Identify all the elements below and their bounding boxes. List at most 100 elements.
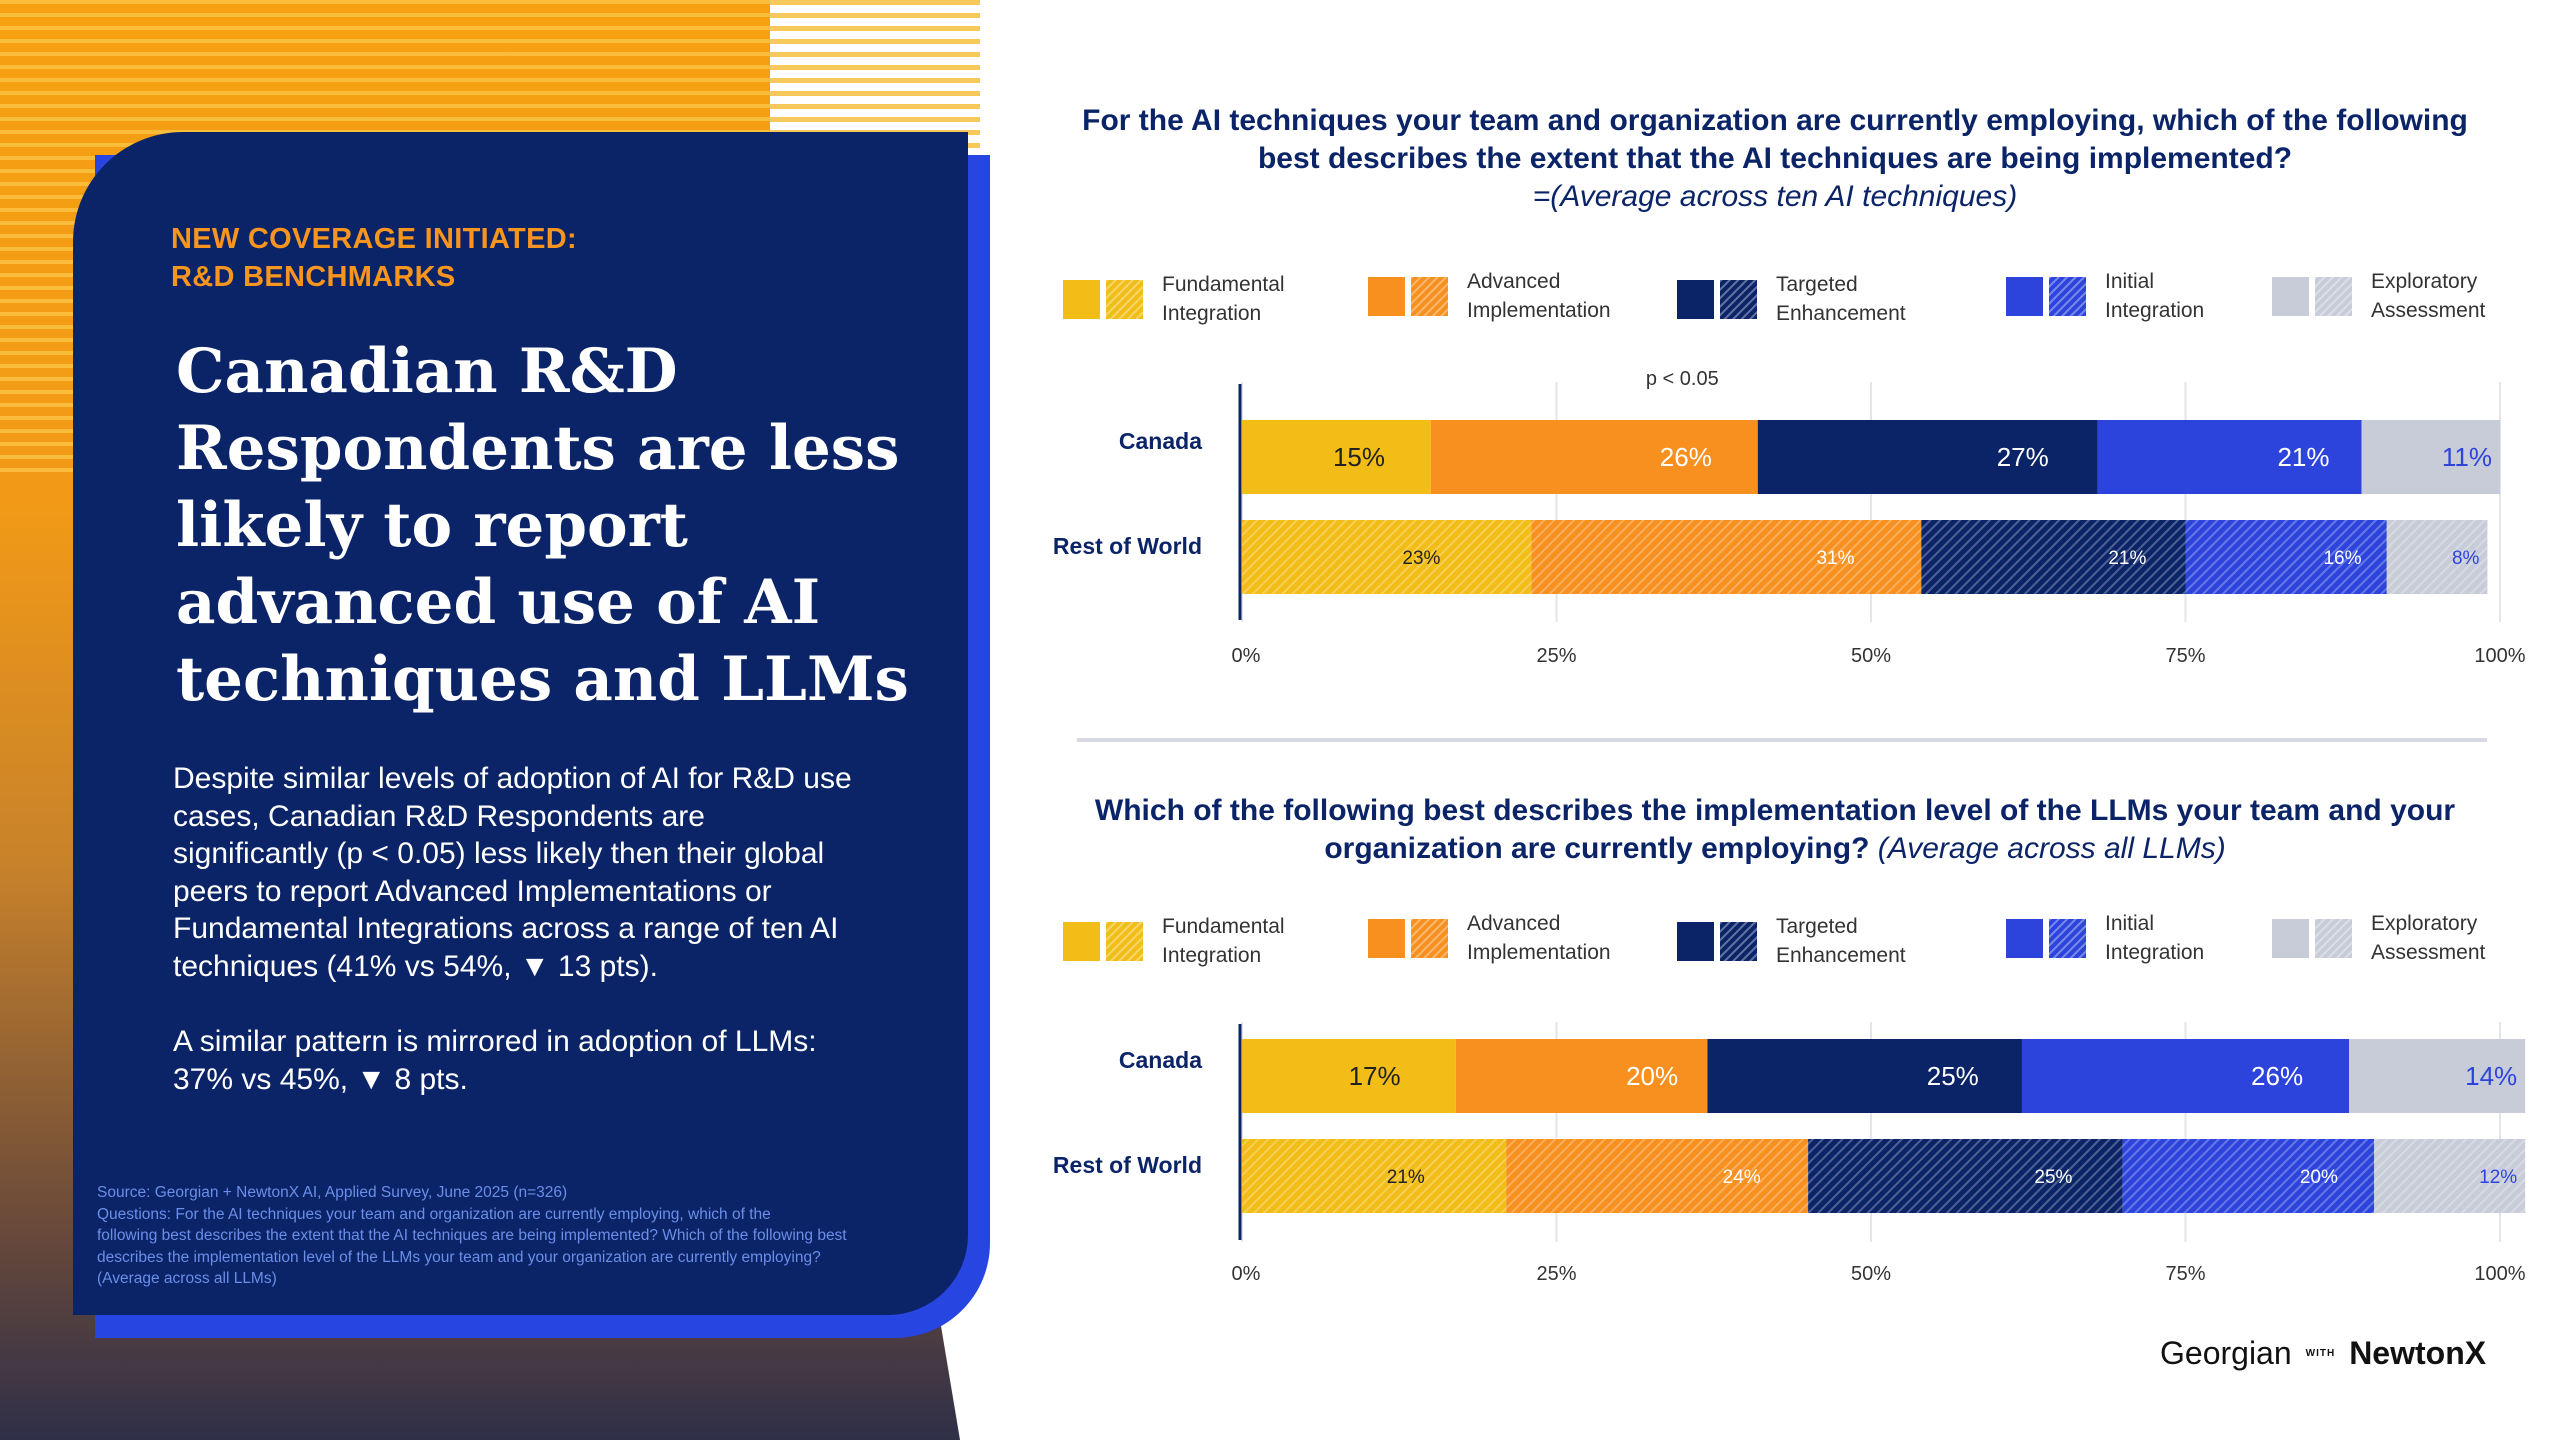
headline-line: Canadian R&D bbox=[176, 336, 678, 407]
data-label: 21% bbox=[2277, 442, 2329, 472]
data-label: 11% bbox=[2442, 442, 2492, 472]
kicker-line: NEW COVERAGE INITIATED: bbox=[171, 223, 577, 255]
bar-segment bbox=[1242, 1039, 1456, 1113]
legend-label: Assessment bbox=[2371, 941, 2486, 964]
with-label: WITH bbox=[2305, 1348, 2336, 1359]
legend-swatch-hatched bbox=[2049, 918, 2086, 958]
paragraph-line: cases, Canadian R&D Respondents are bbox=[173, 799, 705, 833]
legend-swatch bbox=[2272, 918, 2309, 958]
legend-label: Fundamental bbox=[1162, 273, 1285, 296]
chart-1-plot: 0% 25% 50% 75% 100% p < 0.05 Canada 15% 26% 27% 21… bbox=[1053, 368, 2526, 667]
chart-title-line: organization are currently employing? bbox=[1324, 832, 1870, 865]
legend-item-targeted: Targeted Enhancement bbox=[1677, 912, 1906, 970]
paragraph-line: significantly (p < 0.05) less likely the… bbox=[173, 837, 825, 870]
legend-swatch bbox=[1368, 276, 1405, 316]
category-label: Rest of World bbox=[1053, 1152, 1202, 1178]
decorative-stripes-top bbox=[770, 0, 980, 150]
source-line: (Average across all LLMs) bbox=[97, 1270, 277, 1287]
x-tick-label: 100% bbox=[2474, 645, 2525, 667]
headline: Canadian R&D Respondents are less likely… bbox=[176, 333, 936, 718]
paragraph-line: peers to report Advanced Implementations… bbox=[173, 874, 772, 908]
data-label: 21% bbox=[1387, 1167, 1425, 1188]
legend-swatch-hatched bbox=[1720, 921, 1757, 961]
bar-segment-hatch bbox=[2374, 1139, 2526, 1213]
legend-item-initial: Initial Integration bbox=[2006, 909, 2204, 967]
x-tick-label: 0% bbox=[1232, 645, 1261, 667]
legend-swatch bbox=[1063, 921, 1100, 961]
category-label: Rest of World bbox=[1053, 533, 1202, 559]
legend-swatch bbox=[1677, 921, 1714, 961]
category-label: Canada bbox=[1119, 428, 1202, 454]
legend-label: Enhancement bbox=[1776, 944, 1906, 967]
source-line: following best describes the extent that… bbox=[97, 1227, 847, 1244]
data-label: 15% bbox=[1333, 442, 1385, 472]
chart-title-line: For the AI techniques your team and orga… bbox=[1082, 104, 2468, 137]
legend-swatch-hatched bbox=[1411, 918, 1448, 958]
bar-segment bbox=[1707, 1039, 2022, 1113]
newtonx-logo: NewtonX bbox=[2349, 1335, 2487, 1371]
chart-title-line: Which of the following best describes th… bbox=[1094, 794, 2456, 827]
bar-segment-hatch bbox=[1808, 1139, 2123, 1213]
legend-swatch bbox=[2272, 276, 2309, 316]
legend-swatch bbox=[1677, 279, 1714, 319]
bar-segment bbox=[2021, 1039, 2350, 1113]
section-divider bbox=[1077, 738, 2487, 742]
legend-label: Integration bbox=[1162, 944, 1262, 967]
paragraph-line: 37% vs 45%, ▼ 8 pts. bbox=[173, 1062, 468, 1096]
bar-segment-hatch bbox=[1921, 520, 2186, 594]
headline-line: advanced use of AI bbox=[176, 567, 821, 638]
bar-segment-hatch bbox=[2386, 520, 2488, 594]
data-label: 12% bbox=[2479, 1167, 2517, 1188]
source-note: Source: Georgian + NewtonX AI, Applied S… bbox=[97, 1182, 962, 1290]
legend-item-advanced: Advanced Implementation bbox=[1368, 909, 1611, 967]
legend-swatch-hatched bbox=[1720, 279, 1757, 319]
kicker: NEW COVERAGE INITIATED: R&D BENCHMARKS bbox=[171, 220, 577, 296]
legend-label: Fundamental bbox=[1162, 915, 1285, 938]
chart-2-title: Which of the following best describes th… bbox=[1040, 792, 2510, 868]
legend-item-targeted: Targeted Enhancement bbox=[1677, 270, 1906, 328]
source-line: describes the implementation level of th… bbox=[97, 1248, 821, 1266]
chart-subtitle: (Average across all LLMs) bbox=[1877, 832, 2226, 865]
summary-panel bbox=[73, 132, 968, 1315]
x-tick-label: 25% bbox=[1536, 1263, 1576, 1285]
legend-swatch bbox=[2006, 918, 2043, 958]
chart-title-line: best describes the extent that the AI te… bbox=[1257, 142, 2293, 175]
category-label: Canada bbox=[1119, 1047, 1202, 1073]
legend-label: Initial bbox=[2105, 912, 2155, 935]
paragraph-line: Despite similar levels of adoption of AI… bbox=[173, 762, 852, 795]
legend-label: Initial bbox=[2105, 270, 2155, 293]
bar-segment bbox=[2349, 1039, 2526, 1113]
x-tick-label: 75% bbox=[2165, 645, 2205, 667]
x-tick-label: 100% bbox=[2474, 1263, 2525, 1285]
legend-swatch-hatched bbox=[1106, 921, 1143, 961]
legend-label: Implementation bbox=[1467, 299, 1611, 322]
data-label: 26% bbox=[2251, 1061, 2303, 1091]
legend-item-exploratory: Exploratory Assessment bbox=[2272, 267, 2485, 325]
legend-item-fundamental: Fundamental Integration bbox=[1063, 270, 1285, 328]
bar-segment bbox=[2097, 420, 2362, 494]
x-tick-label: 25% bbox=[1536, 645, 1576, 667]
legend-label: Integration bbox=[2105, 299, 2205, 322]
legend-label: Integration bbox=[2105, 941, 2205, 964]
data-label: 20% bbox=[1626, 1061, 1678, 1091]
data-label: 20% bbox=[2300, 1167, 2338, 1188]
bar-segment bbox=[1455, 1039, 1708, 1113]
legend-swatch-hatched bbox=[2315, 276, 2352, 316]
source-line: Questions: For the AI techniques your te… bbox=[97, 1205, 771, 1223]
legend-label: Targeted bbox=[1776, 915, 1858, 938]
data-label: 8% bbox=[2452, 548, 2480, 569]
legend-label: Implementation bbox=[1467, 941, 1611, 964]
data-label: 14% bbox=[2465, 1061, 2517, 1091]
summary-paragraph-1: Despite similar levels of adoption of AI… bbox=[173, 760, 933, 985]
data-label: 21% bbox=[2108, 548, 2146, 569]
bar-segment bbox=[1757, 420, 2098, 494]
significance-annotation: p < 0.05 bbox=[1646, 368, 1719, 390]
chart-1-title: For the AI techniques your team and orga… bbox=[1040, 102, 2510, 216]
data-label: 25% bbox=[2034, 1167, 2072, 1188]
bar-segment bbox=[2361, 420, 2500, 494]
legend-item-advanced: Advanced Implementation bbox=[1368, 267, 1611, 325]
legend-label: Integration bbox=[1162, 302, 1262, 325]
legend-swatch bbox=[2006, 276, 2043, 316]
bar-segment-hatch bbox=[1242, 1139, 1507, 1213]
legend-swatch bbox=[1063, 279, 1100, 319]
